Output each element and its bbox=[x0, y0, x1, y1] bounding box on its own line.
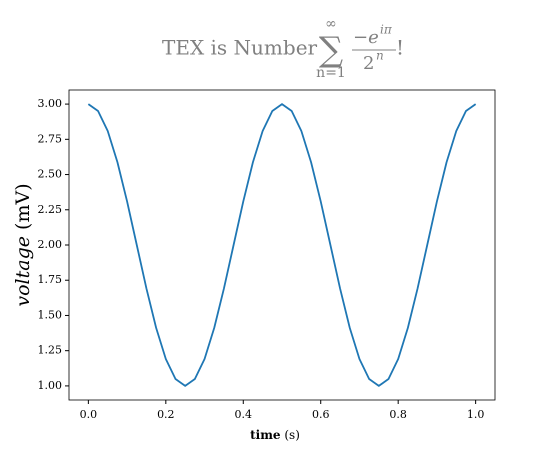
y-axis-label: voltage (mV) bbox=[12, 183, 34, 306]
y-tick-label: 1.25 bbox=[38, 344, 63, 357]
y-tick-label: 2.00 bbox=[38, 238, 63, 251]
y-tick-label: 2.75 bbox=[38, 132, 63, 145]
title-denominator: 2 bbox=[363, 53, 374, 74]
title-numerator-exp: iπ bbox=[380, 23, 393, 37]
x-tick-label: 0.8 bbox=[389, 408, 407, 421]
x-tick-label: 0.2 bbox=[157, 408, 175, 421]
title-suffix: ! bbox=[396, 36, 404, 60]
title-numerator: −e bbox=[353, 27, 379, 48]
x-axis-label: time (s) bbox=[250, 428, 300, 442]
line-series bbox=[87, 103, 477, 387]
chart-title: TEX is Number ∑ ∞ n=1 −e iπ 2 n ! bbox=[162, 16, 404, 81]
y-tick-label: 2.25 bbox=[38, 203, 63, 216]
y-label-rest: (mV) bbox=[12, 183, 34, 230]
title-sum: ∑ bbox=[319, 30, 343, 70]
x-label-bold: time bbox=[250, 428, 281, 442]
x-tick-label: 0.0 bbox=[80, 408, 98, 421]
y-tick-label: 1.00 bbox=[38, 379, 63, 392]
x-tick-label: 1.0 bbox=[467, 408, 485, 421]
title-text: TEX is Number bbox=[162, 36, 318, 60]
x-label-rest: (s) bbox=[284, 428, 300, 442]
y-label-italic: voltage bbox=[12, 236, 34, 307]
y-tick-label: 1.75 bbox=[38, 273, 63, 286]
y-tick-label: 3.00 bbox=[38, 97, 63, 110]
title-sum-upper: ∞ bbox=[325, 16, 337, 32]
title-sum-lower: n=1 bbox=[316, 65, 346, 81]
y-tick-label: 2.50 bbox=[38, 168, 63, 181]
x-tick-label: 0.4 bbox=[235, 408, 253, 421]
title-denominator-exp: n bbox=[376, 49, 384, 63]
plot-frame bbox=[68, 89, 496, 401]
y-tick-label: 1.50 bbox=[38, 308, 63, 321]
x-tick-label: 0.6 bbox=[312, 408, 330, 421]
